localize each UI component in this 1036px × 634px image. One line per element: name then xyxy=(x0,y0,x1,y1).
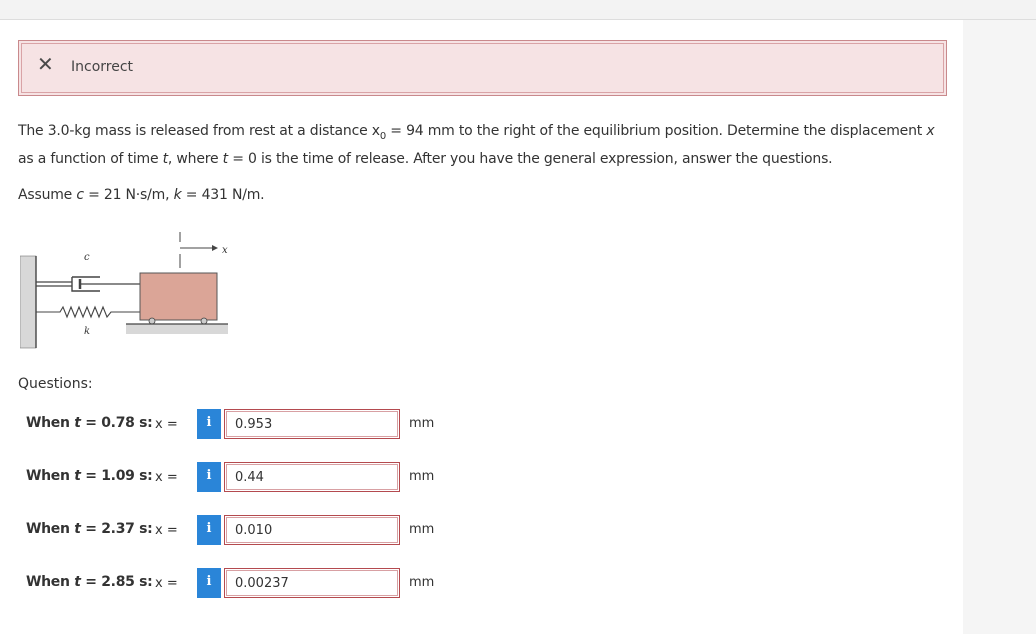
unit-label: mm xyxy=(409,522,435,537)
x-label: x = xyxy=(155,417,178,432)
alert-text: Incorrect xyxy=(71,59,134,75)
x-label: x = xyxy=(155,576,178,591)
info-icon[interactable]: i xyxy=(197,515,221,545)
question-row: When t = 2.37 s: x = i mm xyxy=(26,515,456,545)
assumption-text: Assume c = 21 N·s/m, k = 431 N/m. xyxy=(18,187,265,203)
answer-input[interactable] xyxy=(224,568,400,598)
question-row: When t = 0.78 s: x = i mm xyxy=(26,409,456,439)
question-row: When t = 1.09 s: x = i mm xyxy=(26,462,456,492)
question-label: When t = 1.09 s: xyxy=(26,468,153,484)
info-icon[interactable]: i xyxy=(197,409,221,439)
answer-input[interactable] xyxy=(224,409,400,439)
unit-label: mm xyxy=(409,575,435,590)
answer-input[interactable] xyxy=(224,462,400,492)
question-panel: ✕ Incorrect The 3.0-kg mass is released … xyxy=(0,20,963,634)
questions-label: Questions: xyxy=(18,376,93,392)
unit-label: mm xyxy=(409,469,435,484)
question-label: When t = 2.37 s: xyxy=(26,521,153,537)
x-label: x = xyxy=(155,523,178,538)
figure-label-c: c xyxy=(84,252,90,263)
answer-input[interactable] xyxy=(224,515,400,545)
problem-statement: The 3.0-kg mass is released from rest at… xyxy=(18,123,935,167)
unit-label: mm xyxy=(409,416,435,431)
figure-label-x: x xyxy=(222,245,228,256)
question-row: When t = 2.85 s: x = i mm xyxy=(26,568,456,598)
question-label: When t = 0.78 s: xyxy=(26,415,153,431)
question-label: When t = 2.85 s: xyxy=(26,574,153,590)
close-icon: ✕ xyxy=(37,52,54,76)
top-bar xyxy=(0,0,1036,20)
info-icon[interactable]: i xyxy=(197,568,221,598)
figure-label-k: k xyxy=(84,326,90,337)
info-icon[interactable]: i xyxy=(197,462,221,492)
mass-spring-damper-figure: x c k xyxy=(20,232,228,349)
x-label: x = xyxy=(155,470,178,485)
incorrect-alert: ✕ Incorrect xyxy=(18,40,947,96)
